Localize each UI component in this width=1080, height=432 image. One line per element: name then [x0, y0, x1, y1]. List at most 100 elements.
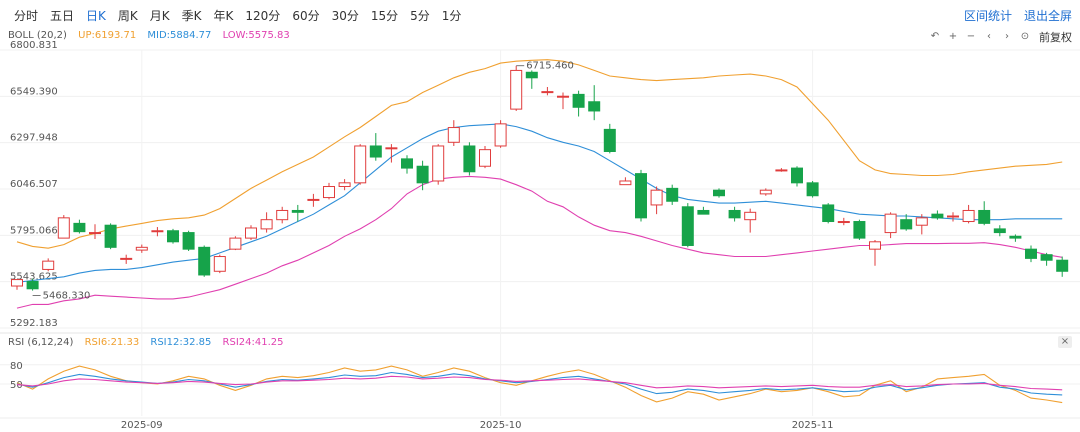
undo-icon[interactable]: ↶	[930, 31, 940, 42]
time-tick-label: 2025-10	[480, 420, 522, 431]
scroll-right-icon[interactable]: ›	[1005, 31, 1009, 42]
period-tabs: 分时 五日 日K 周K 月K 季K 年K 120分 60分 30分 15分 5分 1分	[8, 7, 467, 24]
zoom-out-icon[interactable]: −	[966, 31, 976, 42]
time-tick-label: 2025-09	[121, 420, 163, 431]
tab-12[interactable]: 1分	[441, 9, 462, 23]
tab-2[interactable]: 日K	[86, 9, 106, 23]
zoom-in-icon[interactable]: +	[948, 31, 958, 42]
tab-7[interactable]: 120分	[245, 9, 281, 23]
rsi24-line	[16, 375, 1063, 391]
price-tick-label: 6549.390	[10, 86, 58, 97]
price-tick-label: 6297.948	[10, 133, 58, 144]
candle-body	[167, 230, 179, 243]
exit-fullscreen-link[interactable]: 退出全屏	[1023, 9, 1072, 23]
candle-body	[416, 165, 429, 184]
candle-body	[697, 209, 710, 215]
candle-body	[588, 101, 601, 112]
toolbar: 分时 五日 日K 周K 月K 季K 年K 120分 60分 30分 15分 5分 1分 区间统计 退出全…	[0, 0, 1080, 30]
price-tick-label: 5543.625	[10, 272, 58, 283]
candle-body	[26, 280, 39, 290]
candle-body	[915, 217, 928, 226]
top-links: 区间统计 退出全屏	[964, 7, 1072, 24]
candle-body	[541, 91, 554, 94]
candle-body	[728, 209, 741, 219]
tab-11[interactable]: 5分	[410, 9, 430, 23]
candle-body	[572, 93, 585, 108]
boll-mid-value: MID:5884.77	[147, 30, 212, 41]
tab-8[interactable]: 60分	[292, 9, 320, 23]
candle-body	[557, 95, 569, 98]
candle-body	[182, 232, 195, 250]
candle-body	[245, 227, 257, 239]
candle-body	[775, 169, 788, 172]
candle-body	[869, 241, 881, 250]
candle-body	[791, 167, 803, 184]
candle-body	[463, 145, 476, 173]
price-tick-label: 5292.183	[10, 318, 58, 329]
chart-controls: ↶ + − ‹ › ⊙ 前复权	[927, 29, 1072, 45]
candle-body	[744, 211, 757, 221]
tab-5[interactable]: 季K	[181, 9, 202, 23]
low-price-label: 5468.330	[43, 291, 91, 302]
boll-up-line	[16, 59, 1063, 249]
candle-body	[900, 219, 913, 230]
candle-body	[42, 260, 55, 270]
range-stats-link[interactable]: 区间统计	[963, 9, 1012, 23]
candle-body	[837, 221, 850, 224]
candle-body	[229, 237, 242, 250]
candle-body	[104, 224, 117, 248]
candle-body	[494, 123, 507, 147]
candle-body	[853, 221, 866, 239]
candle-body	[276, 209, 289, 221]
candle-body	[291, 209, 304, 213]
price-tick-label: 6046.507	[10, 179, 58, 190]
scroll-left-icon[interactable]: ‹	[987, 31, 991, 42]
candle-body	[401, 158, 413, 169]
rsi-name: RSI (6,12,24)	[8, 337, 74, 348]
candle-body	[650, 189, 663, 206]
candle-body	[884, 213, 897, 234]
boll-legend: BOLL (20,2) UP:6193.71 MID:5884.77 LOW:5…	[8, 30, 298, 41]
candle-body	[1025, 248, 1037, 259]
candle-body	[120, 257, 133, 260]
candle-body	[354, 145, 367, 184]
candle-body	[666, 187, 679, 202]
candle-body	[213, 256, 226, 272]
price-tick-label: 6800.831	[10, 40, 58, 51]
candle-body	[89, 232, 101, 235]
candle-body	[1009, 235, 1022, 239]
candle-body	[260, 219, 273, 230]
tab-4[interactable]: 月K	[149, 9, 170, 23]
candle-body	[806, 182, 819, 197]
tab-1[interactable]: 五日	[50, 9, 75, 23]
candle-body	[993, 228, 1006, 234]
candle-body	[1040, 254, 1053, 261]
candle-body	[135, 246, 148, 251]
price-tick-label: 5795.066	[10, 225, 58, 236]
candle-body	[479, 149, 491, 167]
candle-body	[822, 204, 835, 223]
reset-icon[interactable]: ⊙	[1020, 31, 1030, 42]
candle-body	[759, 189, 772, 195]
tab-3[interactable]: 周K	[117, 9, 138, 23]
rsi6-line	[16, 365, 1063, 404]
candle-body	[681, 206, 694, 246]
candle-body	[151, 230, 164, 233]
tab-9[interactable]: 30分	[331, 9, 359, 23]
rsi24-value: RSI24:41.25	[222, 337, 284, 348]
candle-body	[947, 215, 959, 218]
rsi12-value: RSI12:32.85	[150, 337, 212, 348]
tab-0[interactable]: 分时	[14, 9, 39, 23]
boll-mid-line	[16, 123, 1063, 283]
adjust-select[interactable]: 前复权	[1039, 31, 1072, 44]
candle-body	[931, 213, 944, 219]
tab-10[interactable]: 15分	[370, 9, 399, 23]
candle-body	[369, 145, 382, 158]
rsi6-value: RSI6:21.33	[84, 337, 140, 348]
tab-6[interactable]: 年K	[213, 9, 234, 23]
candle-body	[525, 71, 538, 79]
candle-body	[338, 182, 351, 188]
close-rsi-icon[interactable]: ×	[1058, 336, 1072, 348]
rsi-tick-label: 50	[10, 380, 23, 391]
